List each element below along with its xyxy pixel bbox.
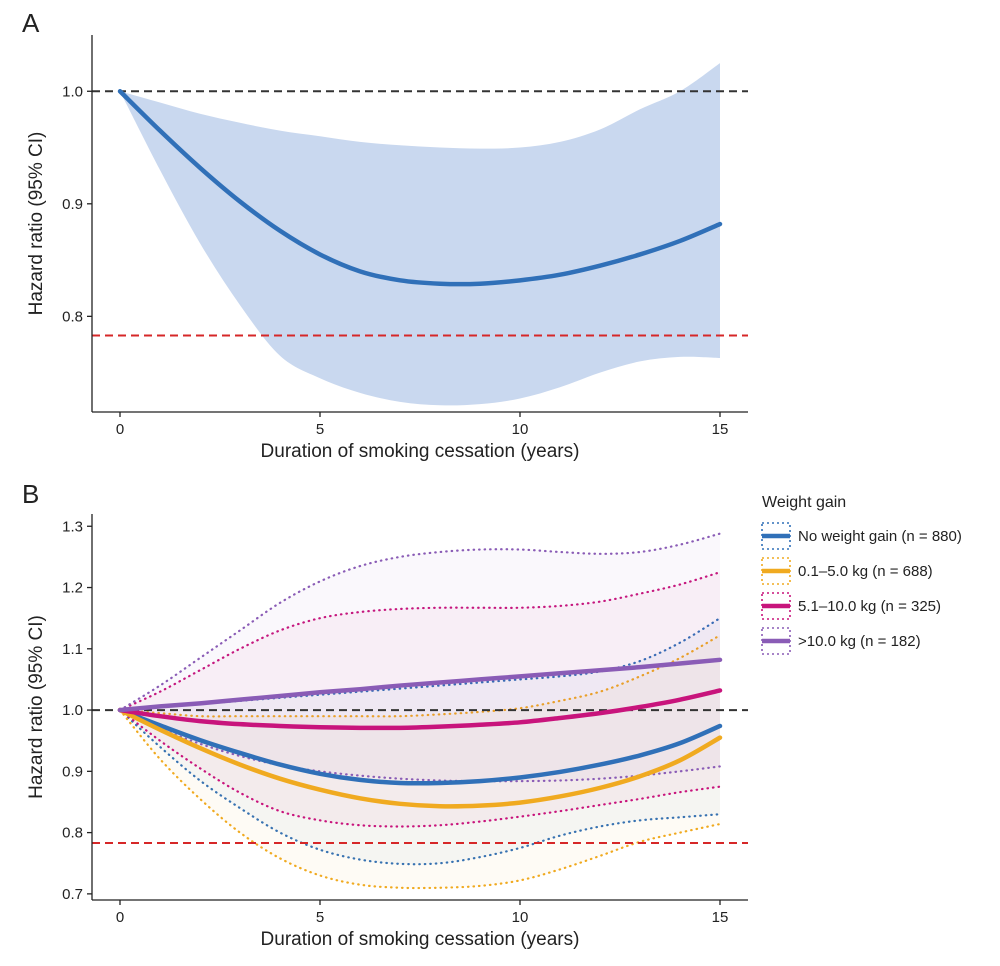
ci-upper-3: [118, 532, 722, 712]
series-line-3: [117, 657, 723, 713]
y-tick-label: 1.2: [62, 580, 83, 597]
y-tick-label: 0.9: [62, 196, 83, 213]
x-axis-title: Duration of smoking cessation (years): [261, 441, 580, 462]
legend-title: Weight gain: [762, 494, 846, 511]
legend-label: 0.1–5.0 kg (n = 688): [798, 563, 933, 580]
ci-band-1: [120, 635, 720, 889]
x-tick-label: 10: [512, 909, 529, 926]
y-tick-label: 0.8: [62, 825, 83, 842]
y-tick-label: 0.9: [62, 763, 83, 780]
ci-lower-2: [118, 708, 722, 828]
ci-upper-1: [118, 634, 722, 718]
x-tick-label: 10: [512, 421, 529, 438]
legend: Weight gain No weight gain (n = 880) 0.1–…: [761, 494, 962, 655]
series-line-1: [117, 707, 723, 809]
x-tick-label: 5: [316, 909, 324, 926]
series-line-0: [117, 707, 723, 786]
ci-band-0: [120, 63, 720, 406]
ci-band-3: [120, 533, 720, 782]
legend-label: No weight gain (n = 880): [798, 528, 962, 545]
y-tick-label: 1.0: [62, 83, 83, 100]
y-tick-label: 1.1: [62, 641, 83, 658]
ci-upper-2: [118, 571, 722, 712]
ci-band-0: [120, 618, 720, 865]
ci-lower-0: [118, 708, 722, 866]
legend-label: >10.0 kg (n = 182): [798, 633, 921, 650]
y-axis-title: Hazard ratio (95% CI): [26, 132, 47, 316]
panel-a-letter: A: [22, 8, 40, 38]
ci-lower-3: [118, 708, 722, 783]
y-tick-label: 1.3: [62, 518, 83, 535]
y-tick-label: 0.7: [62, 886, 83, 903]
x-tick-label: 15: [712, 421, 729, 438]
ci-lower-1: [118, 708, 722, 890]
x-tick-label: 15: [712, 909, 729, 926]
x-axis-title: Duration of smoking cessation (years): [261, 929, 580, 950]
x-tick-label: 0: [116, 421, 124, 438]
x-tick-label: 0: [116, 909, 124, 926]
y-tick-label: 1.0: [62, 702, 83, 719]
panel-a-plot: 0.8 0.9 1.0 0 5 10 15 Duration of smoking cessa…: [26, 35, 748, 462]
series-line-0: [117, 89, 723, 287]
panel-b-letter: B: [22, 479, 39, 509]
x-tick-label: 5: [316, 421, 324, 438]
y-tick-label: 0.8: [62, 308, 83, 325]
panel-b-plot: 0.7 0.8 0.9 1.0 1.1 1.2 1.3 0 5 10 15 Duration of s…: [26, 514, 748, 950]
series-line-2: [117, 688, 723, 731]
legend-label: 5.1–10.0 kg (n = 325): [798, 598, 941, 615]
y-axis-title: Hazard ratio (95% CI): [26, 615, 47, 799]
